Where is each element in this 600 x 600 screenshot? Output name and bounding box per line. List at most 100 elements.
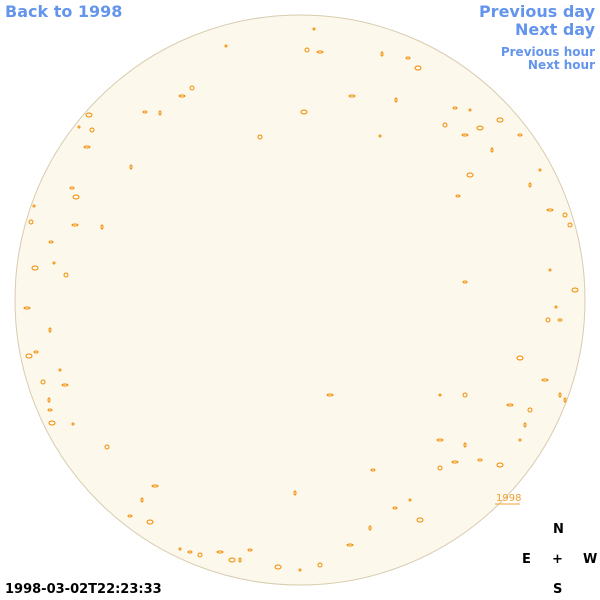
active-region-contour xyxy=(85,112,93,118)
active-region-contour xyxy=(370,468,376,472)
active-region-contour xyxy=(442,122,448,128)
previous-day-link[interactable]: Previous day xyxy=(478,2,595,21)
active-region-contour xyxy=(462,392,468,398)
active-region-contour xyxy=(158,110,162,116)
active-region-contour xyxy=(516,355,524,361)
active-region-contour xyxy=(546,208,554,212)
compass-south: S xyxy=(553,582,563,597)
active-region-contour xyxy=(476,125,484,131)
active-region-contour xyxy=(452,106,458,110)
active-region-contour xyxy=(83,145,91,149)
active-region-contour xyxy=(72,194,80,200)
active-region-contour xyxy=(348,94,356,98)
active-region-contour xyxy=(436,438,444,442)
active-region-contour xyxy=(216,550,224,554)
active-region-contour xyxy=(527,407,533,413)
active-region-contour xyxy=(538,168,542,172)
region-link[interactable]: 1998 xyxy=(496,493,522,504)
active-region-contour xyxy=(69,186,75,190)
active-region-contour xyxy=(392,506,398,510)
active-region-contour xyxy=(541,378,549,382)
active-region-contour xyxy=(48,327,52,333)
active-region-contour xyxy=(298,568,302,572)
active-region-contour xyxy=(224,44,228,48)
active-region-contour xyxy=(247,548,253,552)
active-region-contour xyxy=(416,517,424,523)
active-region-contour xyxy=(437,465,443,471)
active-region-contour xyxy=(142,110,148,114)
active-region-contour xyxy=(48,420,56,426)
active-region-contour xyxy=(140,497,144,503)
active-region-contour xyxy=(52,261,56,265)
active-region-contour xyxy=(300,109,308,115)
active-region-contour xyxy=(312,27,316,31)
active-region-contour xyxy=(496,117,504,123)
active-region-contour xyxy=(571,287,579,293)
active-region-contour xyxy=(238,557,242,563)
active-region-contour xyxy=(466,172,474,178)
active-region-contour xyxy=(31,265,39,271)
active-region-contour xyxy=(438,393,442,397)
active-region-contour xyxy=(151,484,159,488)
active-region-contour xyxy=(127,514,133,518)
active-region-contour xyxy=(378,134,382,138)
next-hour-link[interactable]: Next hour xyxy=(527,58,595,72)
active-region-contour xyxy=(455,194,461,198)
active-region-contour xyxy=(368,525,372,531)
active-region-contour xyxy=(462,280,468,284)
active-region-contour xyxy=(189,85,195,91)
active-region-contour xyxy=(414,65,422,71)
active-region-contour xyxy=(63,272,69,278)
active-region-contour xyxy=(554,305,558,309)
active-region-contour xyxy=(558,392,562,398)
active-region-contour xyxy=(100,224,104,230)
active-region-contour xyxy=(71,223,79,227)
active-region-contour xyxy=(545,317,551,323)
active-region-contour xyxy=(58,368,62,372)
active-region-contour xyxy=(496,462,504,468)
active-region-contour xyxy=(197,552,203,558)
active-region-contour xyxy=(563,397,567,403)
active-region-contour xyxy=(274,564,282,570)
active-region-contour xyxy=(346,543,354,547)
previous-hour-link[interactable]: Previous hour xyxy=(500,45,595,59)
active-region-contour xyxy=(562,212,568,218)
active-region-contour xyxy=(40,379,46,385)
active-region-contour xyxy=(517,133,523,137)
active-region-contour xyxy=(89,127,95,133)
active-region-contour xyxy=(47,397,51,403)
solar-disk xyxy=(14,14,586,586)
timestamp: 1998-03-02T22:23:33 xyxy=(5,582,162,597)
active-region-contour xyxy=(32,204,36,208)
active-region-contour xyxy=(61,383,69,387)
active-region-contour xyxy=(33,350,39,354)
active-region-contour xyxy=(71,422,75,426)
compass-center: + xyxy=(552,552,563,567)
compass-west: W xyxy=(583,552,598,567)
active-region-contour xyxy=(178,94,186,98)
active-region-contour xyxy=(408,498,412,502)
active-region-contour xyxy=(48,240,54,244)
active-region-contour xyxy=(304,47,310,53)
next-day-link[interactable]: Next day xyxy=(515,20,595,39)
active-region-contour xyxy=(317,562,323,568)
active-region-contour xyxy=(557,318,563,322)
active-region-contour xyxy=(567,222,573,228)
active-region-contour xyxy=(23,306,31,310)
active-region-contour xyxy=(518,438,522,442)
active-region-contour xyxy=(523,422,527,428)
active-region-contour xyxy=(178,547,182,551)
back-link[interactable]: Back to 1998 xyxy=(5,2,123,21)
active-region-contour xyxy=(146,519,154,525)
compass-north: N xyxy=(553,522,564,537)
active-region-contour xyxy=(490,147,494,153)
active-region-contour xyxy=(129,164,133,170)
active-region-contour xyxy=(461,133,469,137)
active-region-contour xyxy=(326,393,334,397)
active-region-contour xyxy=(528,182,532,188)
active-region-contour xyxy=(187,550,193,554)
active-region-contour xyxy=(293,490,297,496)
active-region-contour xyxy=(394,97,398,103)
